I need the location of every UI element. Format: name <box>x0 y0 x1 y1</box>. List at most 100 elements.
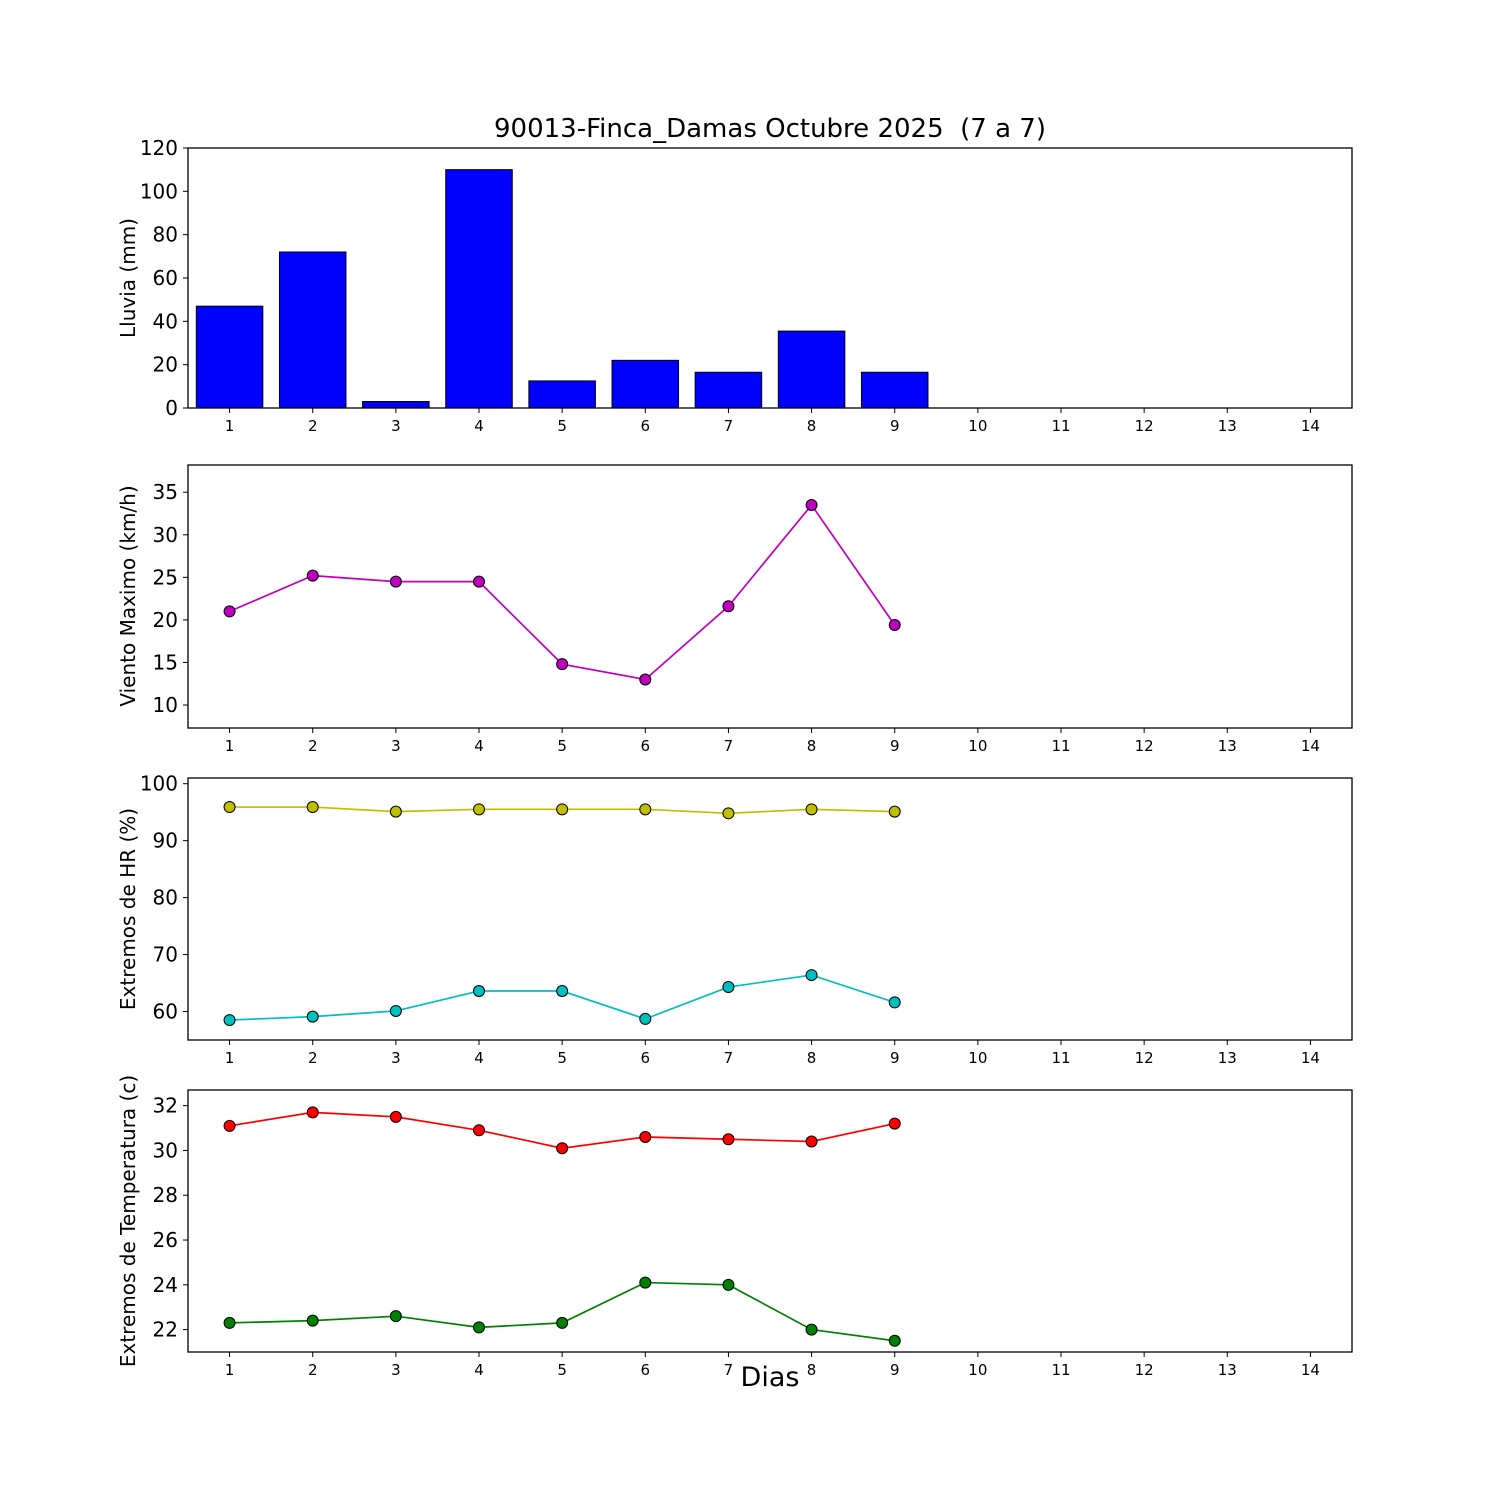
temp-maxima-marker <box>805 1135 818 1148</box>
x-tick-label: 13 <box>1218 737 1237 755</box>
temp-minima-marker <box>306 1314 319 1327</box>
y-tick-label: 0 <box>165 396 178 420</box>
viento-maximo-marker <box>473 575 485 588</box>
x-tick-label: 11 <box>1051 1361 1070 1379</box>
xlabel-dias: Dias <box>740 1362 800 1393</box>
x-tick-label: 11 <box>1051 737 1070 755</box>
y-tick-label: 28 <box>153 1183 178 1207</box>
x-tick-label: 10 <box>968 1049 987 1067</box>
y-tick-label: 30 <box>153 523 178 547</box>
x-tick-label: 2 <box>308 737 318 755</box>
temp-maxima-marker <box>556 1142 569 1155</box>
axes-frame <box>187 777 1353 1041</box>
y-tick-label: 90 <box>153 829 178 853</box>
x-tick-label: 6 <box>641 1361 651 1379</box>
x-tick-label: 14 <box>1301 737 1320 755</box>
y-tick-label: 40 <box>153 309 178 333</box>
hr-minima-marker <box>223 1014 236 1027</box>
hr-maxima-marker <box>223 801 236 814</box>
x-tick-label: 1 <box>225 417 235 435</box>
rain-bar <box>278 251 347 409</box>
y-tick-label: 80 <box>153 886 178 910</box>
y-tick-label: 25 <box>153 565 178 589</box>
temp-maxima-marker <box>888 1117 901 1130</box>
temp-minima-marker <box>805 1323 818 1336</box>
rain-bar <box>694 371 763 409</box>
x-tick-label: 3 <box>391 1361 401 1379</box>
temp-minima-marker <box>473 1321 485 1334</box>
x-tick-label: 8 <box>807 1049 817 1067</box>
y-tick-label: 24 <box>153 1273 178 1297</box>
hr-minima-line <box>229 974 895 1021</box>
hr-minima-marker <box>722 981 735 994</box>
hr-maxima-marker <box>389 805 402 818</box>
axes-frame <box>187 147 1353 409</box>
x-tick-label: 5 <box>557 737 567 755</box>
x-tick-label: 5 <box>557 417 567 435</box>
x-tick-label: 14 <box>1301 417 1320 435</box>
x-tick-label: 2 <box>308 1049 318 1067</box>
x-tick-label: 6 <box>641 1049 651 1067</box>
x-tick-label: 12 <box>1135 417 1154 435</box>
x-tick-label: 6 <box>641 417 651 435</box>
x-tick-label: 2 <box>308 1361 318 1379</box>
x-tick-label: 12 <box>1135 1361 1154 1379</box>
temp-minima-marker <box>389 1310 402 1323</box>
x-tick-label: 10 <box>968 737 987 755</box>
viento-maximo-line <box>229 503 896 681</box>
rain-bar <box>611 359 680 409</box>
x-tick-label: 9 <box>890 417 900 435</box>
y-tick-label: 15 <box>153 650 178 674</box>
temp-minima-marker <box>722 1278 735 1291</box>
temp-maxima-marker <box>473 1124 485 1137</box>
y-tick-label: 10 <box>153 693 178 717</box>
x-tick-label: 12 <box>1135 737 1154 755</box>
hr-minima-marker <box>639 1012 652 1025</box>
y-tick-label: 32 <box>153 1094 178 1118</box>
viento-maximo-marker <box>556 658 569 671</box>
temp-minima-line <box>229 1281 895 1342</box>
y-tick-label: 100 <box>140 772 178 796</box>
x-tick-label: 14 <box>1301 1361 1320 1379</box>
viento-maximo-marker <box>805 499 818 512</box>
viento-maximo-marker <box>389 575 402 588</box>
y-tick-label: 26 <box>153 1228 178 1252</box>
rain-bar <box>445 169 513 409</box>
x-tick-label: 4 <box>474 1361 484 1379</box>
hr-minima-marker <box>556 985 569 998</box>
axes-frame <box>187 464 1353 729</box>
x-tick-label: 4 <box>474 417 484 435</box>
x-tick-label: 10 <box>968 417 987 435</box>
temp-maxima-marker <box>306 1106 319 1119</box>
rain-bar <box>528 380 596 409</box>
x-tick-label: 11 <box>1051 1049 1070 1067</box>
y-tick-label: 70 <box>153 943 178 967</box>
x-tick-label: 3 <box>391 737 401 755</box>
y-tick-label: 80 <box>153 223 178 247</box>
x-tick-label: 4 <box>474 1049 484 1067</box>
x-tick-label: 8 <box>807 417 817 435</box>
temp-minima-marker <box>223 1316 236 1329</box>
y-tick-label: 30 <box>153 1138 178 1162</box>
x-tick-label: 1 <box>225 1049 235 1067</box>
x-tick-label: 12 <box>1135 1049 1154 1067</box>
hr-maxima-marker <box>722 807 735 820</box>
hr-maxima-marker <box>473 803 485 816</box>
y-tick-label: 100 <box>140 179 178 203</box>
x-tick-label: 8 <box>807 737 817 755</box>
hr-maxima-marker <box>556 803 569 816</box>
x-tick-label: 3 <box>391 417 401 435</box>
rain-bar <box>362 401 430 409</box>
x-tick-label: 8 <box>807 1361 817 1379</box>
chart-title: 90013-Finca_Damas Octubre 2025 (7 a 7) <box>494 114 1046 144</box>
hr-maxima-marker <box>805 803 818 816</box>
x-tick-label: 3 <box>391 1049 401 1067</box>
temp-minima-marker <box>639 1276 652 1289</box>
hr-minima-marker <box>805 969 818 982</box>
hr-maxima-marker <box>639 803 652 816</box>
y-tick-label: 60 <box>153 266 178 290</box>
